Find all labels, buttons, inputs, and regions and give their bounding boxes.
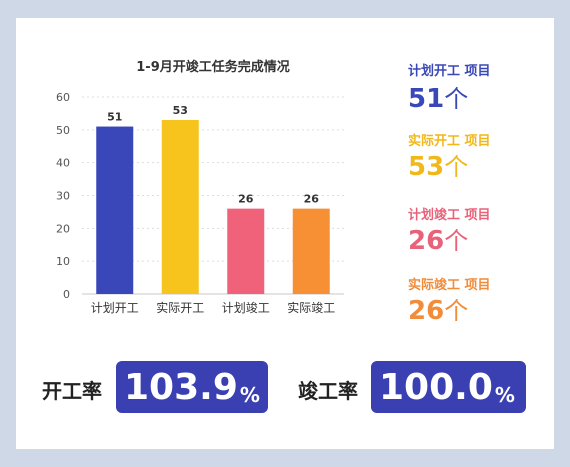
finish-rate-box: 100.0 % <box>371 361 526 413</box>
stat-label-planned-start: 计划开工 项目 <box>408 64 491 79</box>
stat-number: 53 <box>408 152 445 182</box>
stat-value-actual-finish: 26个 <box>408 298 468 324</box>
start-rate-label: 开工率 <box>42 379 102 403</box>
start-rate-value: 103.9 <box>124 366 238 408</box>
stat-label-actual-start: 实际开工 项目 <box>408 134 491 149</box>
y-tick-label: 30 <box>56 190 70 203</box>
y-tick-label: 10 <box>56 255 70 268</box>
x-tick-label: 实际竣工 <box>287 300 335 315</box>
stat-unit: 个 <box>444 227 469 255</box>
x-tick-label: 计划竣工 <box>222 300 270 315</box>
bar-data-label: 51 <box>107 111 122 124</box>
finish-rate-value: 100.0 <box>379 366 493 408</box>
y-tick-label: 50 <box>56 124 70 137</box>
summary-card: 1-9月开竣工任务完成情况 0 10 20 30 40 50 60 51 53 26 26 计划开… <box>16 18 554 449</box>
bar <box>161 119 199 294</box>
bar-data-label: 26 <box>238 193 254 206</box>
stat-value-actual-start: 53个 <box>408 154 468 180</box>
start-rate-box: 103.9 % <box>116 361 268 413</box>
chart-title: 1-9月开竣工任务完成情况 <box>136 59 290 75</box>
bar <box>292 208 330 294</box>
stat-value-planned-start: 51个 <box>408 86 468 112</box>
stat-number: 26 <box>408 226 445 256</box>
bar <box>96 126 134 294</box>
finish-rate-unit: % <box>494 383 515 407</box>
finish-rate-label: 竣工率 <box>298 379 358 403</box>
stat-unit: 个 <box>444 85 469 113</box>
y-tick-label: 0 <box>63 288 70 301</box>
stat-unit: 个 <box>444 153 469 181</box>
bar-chart: 1-9月开竣工任务完成情况 0 10 20 30 40 50 60 51 53 26 26 计划开… <box>56 59 344 315</box>
bar-data-label: 53 <box>173 104 188 117</box>
stat-unit: 个 <box>444 297 469 325</box>
bar <box>227 208 265 294</box>
bar-data-label: 26 <box>304 193 320 206</box>
y-tick-label: 40 <box>56 157 70 170</box>
stat-value-planned-finish: 26个 <box>408 228 468 254</box>
stat-number: 26 <box>408 296 445 326</box>
x-tick-label: 计划开工 <box>91 301 139 315</box>
y-tick-label: 20 <box>56 222 70 235</box>
x-tick-label: 实际开工 <box>156 300 204 315</box>
stat-label-planned-finish: 计划竣工 项目 <box>408 208 491 223</box>
stat-number: 51 <box>408 84 445 114</box>
stat-label-actual-finish: 实际竣工 项目 <box>408 278 491 293</box>
y-tick-label: 60 <box>56 91 70 104</box>
start-rate-unit: % <box>239 383 260 407</box>
